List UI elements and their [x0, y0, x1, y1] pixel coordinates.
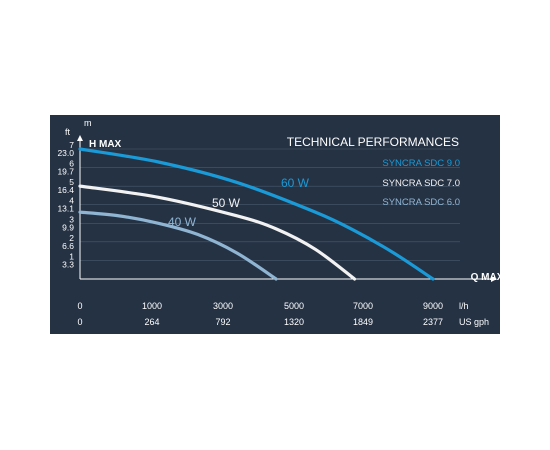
y-tick-ft: 16.4 — [57, 185, 74, 195]
x-tick-gph: 2377 — [423, 317, 443, 327]
x-tick-lh: 9000 — [423, 301, 443, 311]
y-tick-ft: 19.7 — [57, 167, 74, 177]
series-power-label-1: 60 W — [281, 176, 310, 190]
y-tick-ft: 13.1 — [57, 204, 74, 214]
legend-entry-2: SYNCRA SDC 7.0 — [382, 178, 460, 189]
series-line-1 — [78, 147, 435, 281]
y-tick-m: 1 — [69, 251, 74, 261]
series-line-3 — [78, 210, 278, 281]
x-tick-gph: 792 — [215, 317, 230, 327]
y-axis-title: H MAX — [89, 139, 122, 150]
pump-performance-chart: m ft H MAX TECHNICAL PERFORMANCES Q MAX … — [57, 118, 500, 327]
y-tick-m: 2 — [69, 233, 74, 243]
x-tick-lh: 1000 — [142, 301, 162, 311]
unit-lh-label: l/h — [459, 301, 469, 311]
x-axis-title: Q MAX — [471, 272, 500, 283]
y-tick-ft: 9.9 — [62, 222, 74, 232]
x-axis-arrow — [491, 276, 497, 282]
x-tick-lh: 7000 — [353, 301, 373, 311]
x-tick-gph: 1320 — [284, 317, 304, 327]
series-power-label-2: 50 W — [212, 196, 241, 210]
unit-ft-label: ft — [65, 127, 71, 137]
chart-title: TECHNICAL PERFORMANCES — [287, 135, 459, 149]
x-tick-lh: 0 — [77, 301, 82, 311]
unit-gph-label: US gph — [459, 317, 489, 327]
x-tick-lh: 5000 — [284, 301, 304, 311]
y-tick-ft: 3.3 — [62, 259, 74, 269]
y-tick-ft: 6.6 — [62, 241, 74, 251]
series-power-label-3: 40 W — [168, 215, 197, 229]
y-tick-m: 7 — [69, 140, 74, 150]
y-tick-m: 3 — [69, 214, 74, 224]
series-line-2 — [78, 184, 357, 281]
y-axis-arrow — [77, 135, 83, 141]
y-tick-m: 4 — [69, 196, 74, 206]
legend-entry-1: SYNCRA SDC 9.0 — [382, 158, 460, 169]
unit-m-label: m — [84, 118, 92, 128]
y-tick-m: 6 — [69, 159, 74, 169]
x-tick-gph: 1849 — [353, 317, 373, 327]
x-tick-lh: 3000 — [213, 301, 233, 311]
x-tick-gph: 264 — [144, 317, 159, 327]
chart-panel: m ft H MAX TECHNICAL PERFORMANCES Q MAX … — [50, 115, 500, 334]
y-tick-m: 5 — [69, 177, 74, 187]
legend-entry-3: SYNCRA SDC 6.0 — [382, 197, 460, 208]
y-tick-ft: 23.0 — [57, 148, 74, 158]
x-tick-gph: 0 — [77, 317, 82, 327]
